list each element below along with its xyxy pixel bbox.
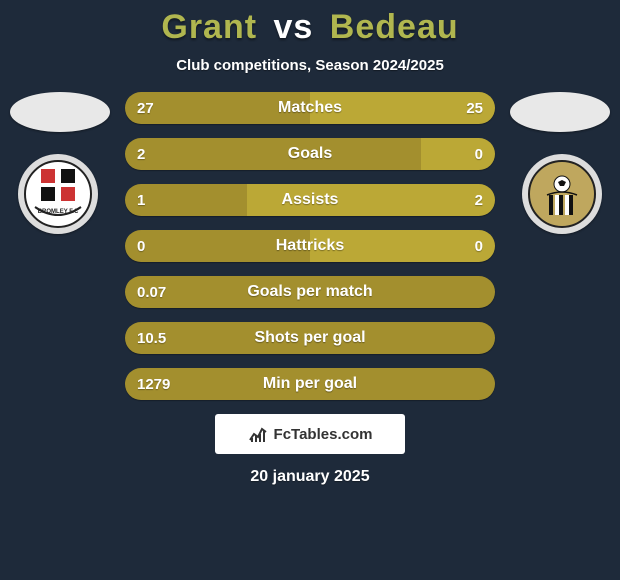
stat-label: Min per goal (125, 368, 495, 400)
stat-value-left: 1279 (137, 368, 170, 400)
stat-rows: Matches2725Goals20Assists12Hattricks00Go… (125, 92, 495, 400)
stat-row: Min per goal1279 (125, 368, 495, 400)
brand-badge: FcTables.com (215, 414, 405, 454)
stat-label: Assists (125, 184, 495, 216)
stat-row: Shots per goal10.5 (125, 322, 495, 354)
stat-value-right: 25 (466, 92, 483, 124)
stat-value-left: 27 (137, 92, 154, 124)
stat-label: Shots per goal (125, 322, 495, 354)
stat-value-left: 2 (137, 138, 145, 170)
player1-photo (10, 92, 110, 132)
stat-value-left: 1 (137, 184, 145, 216)
player1-crest: BROMLEY F.C (18, 154, 98, 234)
stat-value-right: 0 (475, 138, 483, 170)
stat-row: Goals per match0.07 (125, 276, 495, 308)
stat-row: Matches27 25 (125, 92, 495, 124)
svg-text:BROMLEY F.C: BROMLEY F.C (38, 209, 79, 215)
stat-value-left: 10.5 (137, 322, 166, 354)
player2-name: Bedeau (330, 8, 459, 46)
player2-photo (510, 92, 610, 132)
club-crest-left-icon: BROMLEY F.C (23, 159, 93, 229)
stat-row: Assists1 2 (125, 184, 495, 216)
brand-text: FcTables.com (274, 426, 373, 443)
player1-name: Grant (161, 8, 257, 46)
subtitle: Club competitions, Season 2024/2025 (0, 57, 620, 74)
stat-label: Goals (125, 138, 495, 170)
page-title: Grant vs Bedeau (0, 0, 620, 47)
stat-label: Goals per match (125, 276, 495, 308)
stat-value-left: 0 (137, 230, 145, 262)
stat-row: Goals2 0 (125, 138, 495, 170)
stat-row: Hattricks0 0 (125, 230, 495, 262)
stat-value-right: 2 (475, 184, 483, 216)
club-crest-right-icon (527, 159, 597, 229)
player2-crest (522, 154, 602, 234)
comparison-stage: BROMLEY F.C Matches2725Goals20Assists12H… (0, 92, 620, 400)
stat-label: Matches (125, 92, 495, 124)
vs-word: vs (274, 8, 314, 46)
stat-label: Hattricks (125, 230, 495, 262)
date-text: 20 january 2025 (0, 468, 620, 486)
stat-value-right: 0 (475, 230, 483, 262)
brand-logo-icon (248, 424, 268, 444)
stat-value-left: 0.07 (137, 276, 166, 308)
